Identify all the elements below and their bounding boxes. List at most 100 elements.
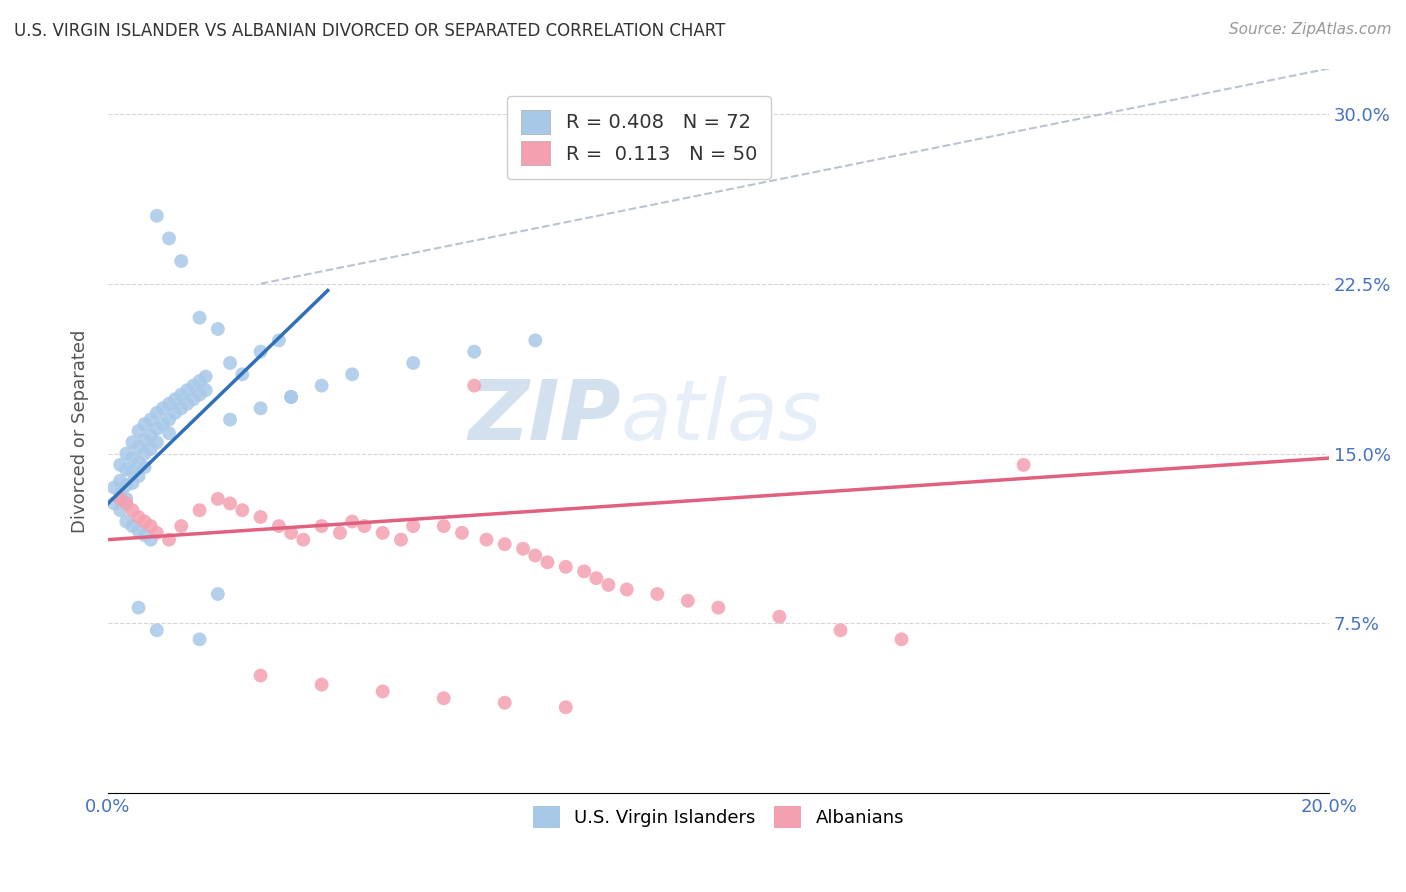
Point [170, 254, 193, 268]
Point [311, 678, 333, 692]
Point [157, 231, 180, 245]
Point [152, 401, 174, 416]
Text: U.S. VIRGIN ISLANDER VS ALBANIAN DIVORCED OR SEPARATED CORRELATION CHART: U.S. VIRGIN ISLANDER VS ALBANIAN DIVORCE… [14, 22, 725, 40]
Point [231, 503, 253, 517]
Point [121, 465, 143, 479]
Point [115, 447, 138, 461]
Point [389, 533, 412, 547]
Point [598, 578, 620, 592]
Point [165, 406, 187, 420]
Point [433, 519, 456, 533]
Point [188, 310, 211, 325]
Point [183, 378, 205, 392]
Point [494, 537, 516, 551]
Point [188, 503, 211, 517]
Point [463, 344, 485, 359]
Point [139, 442, 162, 456]
Point [103, 481, 125, 495]
Point [134, 417, 156, 431]
Point [157, 397, 180, 411]
Point [194, 369, 217, 384]
Point [139, 428, 162, 442]
Point [267, 334, 290, 348]
Point [494, 696, 516, 710]
Point [121, 451, 143, 466]
Point [157, 533, 180, 547]
Point [267, 519, 290, 533]
Point [249, 344, 271, 359]
Point [115, 478, 138, 492]
Y-axis label: Divorced or Separated: Divorced or Separated [72, 329, 89, 533]
Point [249, 668, 271, 682]
Text: atlas: atlas [620, 376, 823, 457]
Legend: U.S. Virgin Islanders, Albanians: U.S. Virgin Islanders, Albanians [526, 798, 911, 835]
Point [146, 624, 169, 638]
Point [146, 209, 169, 223]
Point [536, 555, 558, 569]
Point [134, 515, 156, 529]
Point [146, 435, 169, 450]
Point [170, 519, 193, 533]
Point [115, 491, 138, 506]
Point [165, 392, 187, 407]
Point [524, 549, 547, 563]
Point [128, 456, 150, 470]
Point [616, 582, 638, 597]
Point [157, 412, 180, 426]
Point [512, 541, 534, 556]
Point [183, 392, 205, 407]
Point [554, 700, 576, 714]
Point [176, 397, 198, 411]
Point [231, 368, 253, 382]
Point [249, 510, 271, 524]
Point [329, 525, 352, 540]
Point [219, 412, 242, 426]
Point [219, 496, 242, 510]
Point [676, 594, 699, 608]
Point [115, 515, 138, 529]
Point [121, 503, 143, 517]
Point [340, 515, 363, 529]
Point [219, 356, 242, 370]
Point [371, 684, 394, 698]
Point [830, 624, 852, 638]
Point [188, 387, 211, 401]
Point [115, 496, 138, 510]
Point [134, 460, 156, 475]
Point [134, 433, 156, 447]
Point [280, 390, 302, 404]
Point [451, 525, 474, 540]
Point [176, 383, 198, 397]
Point [402, 356, 425, 370]
Point [108, 491, 131, 506]
Point [768, 609, 790, 624]
Point [157, 426, 180, 441]
Point [121, 519, 143, 533]
Point [371, 525, 394, 540]
Point [170, 387, 193, 401]
Point [146, 525, 169, 540]
Point [139, 519, 162, 533]
Point [121, 435, 143, 450]
Point [139, 533, 162, 547]
Point [115, 462, 138, 476]
Text: Source: ZipAtlas.com: Source: ZipAtlas.com [1229, 22, 1392, 37]
Point [139, 412, 162, 426]
Point [207, 491, 229, 506]
Point [170, 401, 193, 416]
Point [353, 519, 375, 533]
Point [128, 440, 150, 454]
Text: ZIP: ZIP [468, 376, 620, 457]
Point [188, 374, 211, 388]
Point [188, 632, 211, 647]
Point [207, 322, 229, 336]
Point [121, 476, 143, 491]
Point [103, 496, 125, 510]
Point [524, 334, 547, 348]
Point [128, 469, 150, 483]
Point [128, 424, 150, 438]
Point [194, 383, 217, 397]
Point [134, 528, 156, 542]
Point [292, 533, 315, 547]
Point [433, 691, 456, 706]
